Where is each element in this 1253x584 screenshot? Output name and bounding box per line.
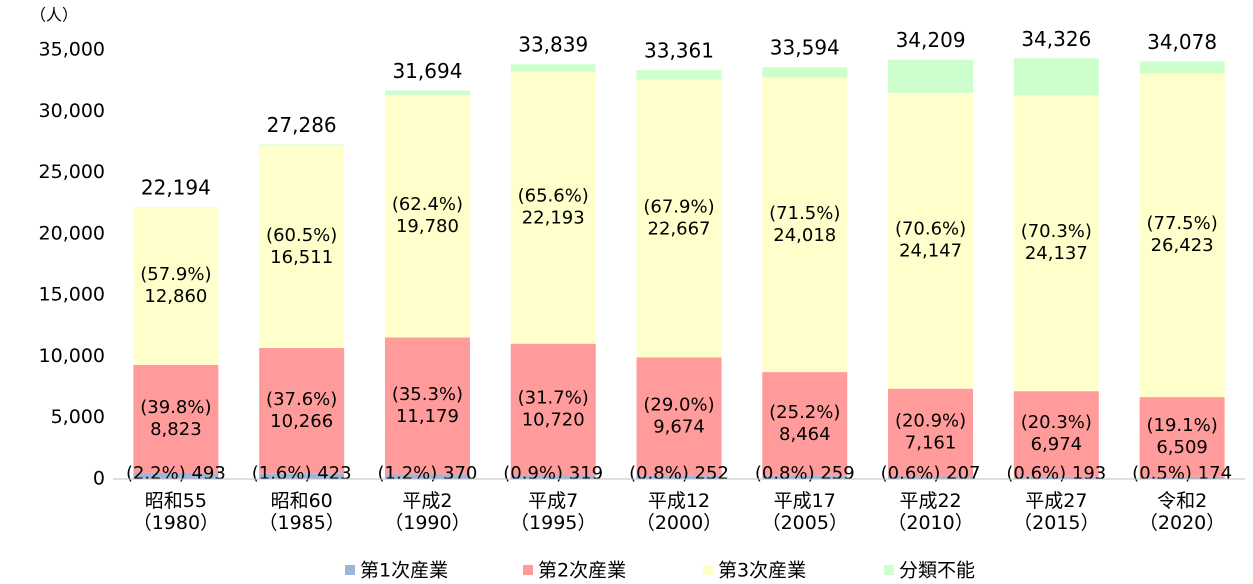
bar-segment	[888, 92, 974, 389]
legend-label: 第1次産業	[360, 560, 448, 582]
data-label: (25.2%) 8,464	[769, 402, 840, 445]
data-label: (62.4%) 19,780	[392, 194, 463, 237]
bar-segment	[133, 364, 219, 473]
y-tick-label: 35,000	[39, 39, 105, 61]
bar-segment	[1139, 397, 1225, 477]
bar-segment	[510, 343, 596, 476]
total-label: 33,361	[644, 39, 714, 63]
data-label: (2.2%) 493	[126, 463, 226, 484]
bar-segment	[384, 337, 470, 475]
data-label: (31.7%) 10,720	[518, 387, 589, 430]
y-tick-label: 5,000	[51, 406, 105, 428]
x-tick-label: 平成12 （2000）	[636, 490, 722, 534]
bar-segment	[888, 476, 974, 479]
x-tick-label: 平成7 （1995）	[510, 490, 596, 534]
y-tick-label: 25,000	[39, 161, 105, 183]
data-label: (70.6%) 24,147	[895, 219, 966, 262]
x-tick-label: 昭和55 （1980）	[133, 490, 219, 534]
bar-segment	[636, 70, 722, 80]
y-tick-label: 10,000	[39, 345, 105, 367]
bar-segment	[1013, 58, 1099, 96]
legend-swatch	[345, 565, 355, 575]
data-label: (20.9%) 7,161	[895, 411, 966, 454]
y-tick-label: 0	[93, 468, 105, 490]
total-label: 34,326	[1021, 27, 1091, 51]
total-label: 34,078	[1147, 30, 1217, 54]
data-label: (1.6%) 423	[252, 463, 352, 484]
data-label: (70.3%) 24,137	[1021, 221, 1092, 264]
x-tick-label: 令和2 （2020）	[1139, 490, 1225, 534]
bar-segment	[259, 347, 345, 474]
data-label: (19.1%) 6,509	[1146, 415, 1217, 458]
bar-segment	[1013, 95, 1099, 392]
data-label: (0.9%) 319	[503, 463, 603, 484]
data-label: (20.3%) 6,974	[1021, 412, 1092, 455]
data-label: (37.6%) 10,266	[266, 389, 337, 432]
data-label: (71.5%) 24,018	[769, 203, 840, 246]
x-tick-label: 昭和60 （1985）	[258, 490, 344, 534]
bar-segment	[133, 472, 219, 479]
data-label: (0.6%) 207	[881, 463, 981, 484]
bar-segment	[259, 145, 345, 348]
x-tick-label: 平成27 （2015）	[1013, 490, 1099, 534]
bar-segment	[510, 71, 596, 344]
total-label: 34,209	[896, 28, 966, 52]
bar-segment	[636, 79, 722, 358]
data-label: (67.9%) 22,667	[643, 196, 714, 239]
data-label: (35.3%) 11,179	[392, 384, 463, 427]
data-label: (39.8%) 8,823	[140, 397, 211, 440]
data-label: (0.5%) 174	[1132, 463, 1232, 484]
legend-swatch	[523, 565, 533, 575]
bar-segment	[384, 90, 470, 95]
legend-label: 分類不能	[899, 560, 975, 582]
data-label: (29.0%) 9,674	[643, 395, 714, 438]
x-tick-label: 平成22 （2010）	[887, 490, 973, 534]
bar-segment	[636, 357, 722, 476]
bar-segment	[1139, 476, 1225, 479]
data-label: (1.2%) 370	[378, 463, 478, 484]
data-label: (0.6%) 193	[1006, 463, 1106, 484]
data-label: (77.5%) 26,423	[1146, 213, 1217, 256]
data-label: (0.8%) 259	[755, 463, 855, 484]
total-label: 22,194	[141, 175, 211, 199]
data-label: (57.9%) 12,860	[140, 264, 211, 307]
y-tick-label: 30,000	[39, 100, 105, 122]
bar-segment	[762, 77, 848, 373]
bar-segment	[888, 388, 974, 477]
data-label: (0.8%) 252	[629, 463, 729, 484]
x-tick-label: 平成17 （2005）	[762, 490, 848, 534]
bar-segment	[762, 372, 848, 476]
data-label: (65.6%) 22,193	[518, 186, 589, 229]
bar-segment	[762, 67, 848, 78]
bar-segment	[384, 474, 470, 479]
total-label: 27,286	[267, 113, 337, 137]
total-label: 31,694	[392, 59, 462, 83]
bar-segment	[762, 475, 848, 479]
legend-swatch	[703, 565, 713, 575]
bar-segment	[133, 207, 219, 365]
x-tick-label: 平成2 （1990）	[384, 490, 470, 534]
bar-segment	[384, 94, 470, 338]
total-label: 33,839	[518, 33, 588, 57]
bar-segment	[259, 473, 345, 479]
bar-segment	[636, 475, 722, 479]
total-label: 33,594	[770, 36, 840, 60]
unit-label: （人）	[30, 6, 78, 25]
bar-segment	[888, 59, 974, 93]
legend-label: 第3次産業	[718, 560, 806, 582]
data-label: (60.5%) 16,511	[266, 225, 337, 268]
bar-segment	[1013, 391, 1099, 477]
bar-segment	[1139, 61, 1225, 74]
bar-segment	[1013, 476, 1099, 479]
bar-segment	[510, 64, 596, 72]
bar-segment	[510, 475, 596, 479]
bar-segment	[259, 144, 345, 146]
y-tick-label: 20,000	[39, 222, 105, 244]
y-tick-label: 15,000	[39, 284, 105, 306]
bar-segment	[1139, 73, 1225, 398]
legend-label: 第2次産業	[538, 560, 626, 582]
legend-swatch	[884, 565, 894, 575]
